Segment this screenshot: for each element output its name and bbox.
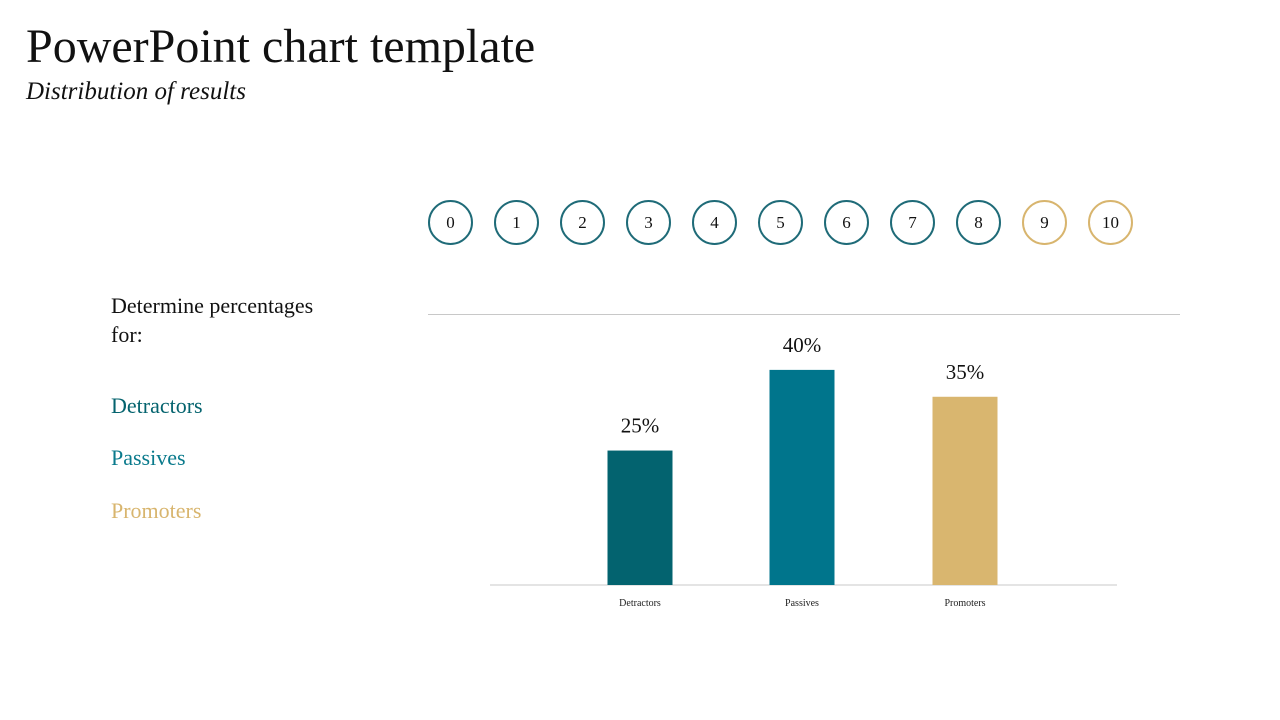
bar-detractors: [607, 450, 673, 585]
score-circle-10: 10: [1088, 200, 1133, 245]
page-title: PowerPoint chart template: [26, 20, 536, 73]
legend-passives: Passives: [111, 445, 186, 470]
bar-passives: [769, 369, 835, 585]
score-circle-7: 7: [890, 200, 935, 245]
divider-line: [428, 314, 1180, 315]
tick-label-detractors: Detractors: [619, 598, 661, 609]
page-subtitle: Distribution of results: [26, 78, 246, 105]
bar-promoters: [932, 396, 998, 585]
score-circle-9: 9: [1022, 200, 1067, 245]
score-circle-1: 1: [494, 200, 539, 245]
score-circle-8: 8: [956, 200, 1001, 245]
data-label-promoters: 35%: [946, 360, 985, 384]
data-label-passives: 40%: [783, 333, 822, 357]
legend-promoters: Promoters: [111, 498, 202, 523]
legend-detractors: Detractors: [111, 393, 203, 418]
tick-label-promoters: Promoters: [944, 598, 985, 609]
score-circle-2: 2: [560, 200, 605, 245]
score-circle-5: 5: [758, 200, 803, 245]
data-label-detractors: 25%: [621, 414, 660, 438]
tick-label-passives: Passives: [785, 598, 819, 609]
score-scale: 0 1 2 3 4 5 6 7 8 9 10: [428, 200, 1133, 245]
score-circle-0: 0: [428, 200, 473, 245]
score-circle-6: 6: [824, 200, 869, 245]
score-circle-3: 3: [626, 200, 671, 245]
score-circle-4: 4: [692, 200, 737, 245]
prompt-text: Determine percentages for:: [111, 293, 314, 347]
